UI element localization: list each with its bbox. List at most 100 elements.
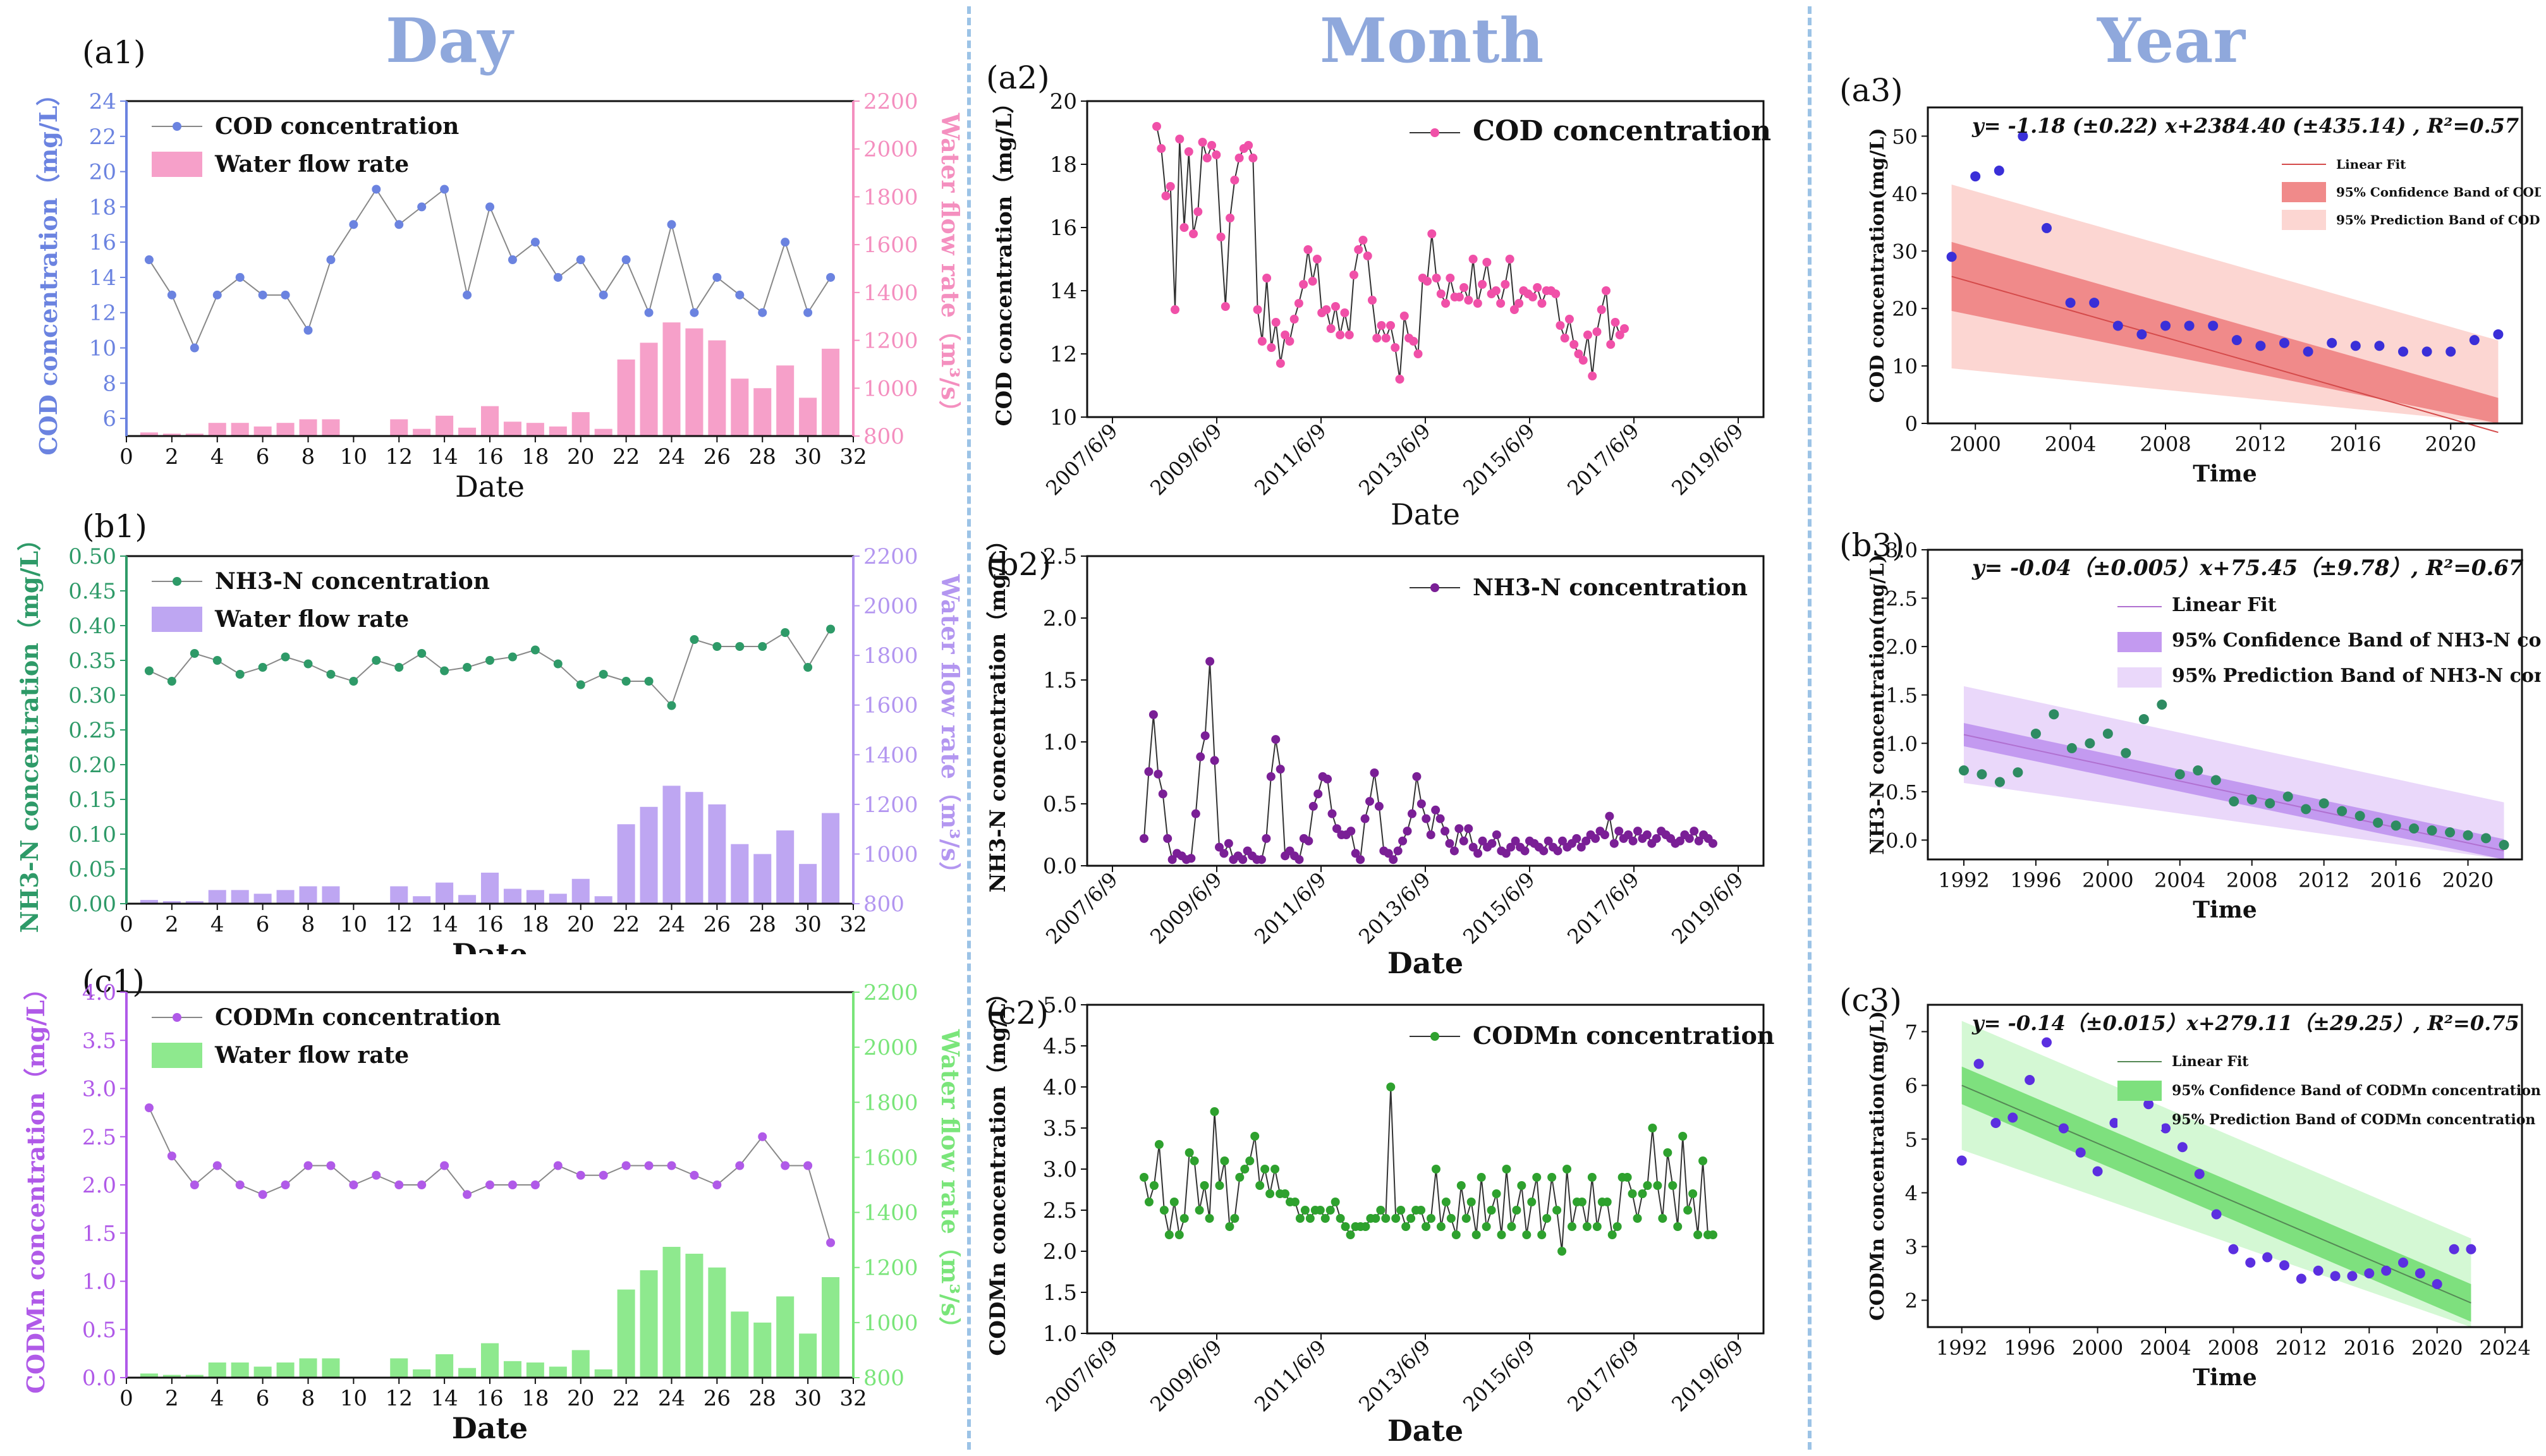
data-point (463, 663, 472, 672)
data-point (1351, 849, 1360, 858)
data-point (1427, 229, 1437, 238)
bar (685, 792, 704, 904)
x-tick-label: 28 (749, 444, 776, 470)
y-tick-label: 2.5 (1043, 1198, 1077, 1223)
data-point (2228, 1244, 2239, 1254)
data-point (1562, 1165, 1572, 1174)
data-point (1449, 846, 1459, 856)
x-tick-label: 2000 (2072, 1336, 2123, 1360)
data-point (781, 628, 790, 637)
x-tick-label: 10 (340, 1386, 367, 1411)
data-point (2255, 341, 2266, 351)
data-point (303, 659, 313, 669)
y-tick-label: 12 (1050, 342, 1077, 367)
x-tick-label: 2016 (2330, 432, 2381, 456)
data-point (1544, 836, 1553, 846)
data-point (1556, 321, 1565, 330)
data-point (2177, 1142, 2188, 1153)
data-point (2415, 1268, 2425, 1278)
y-tick-label: 0.0 (1043, 854, 1077, 879)
x-tick-label: 2007/6/9 (1041, 1335, 1122, 1416)
data-point (1372, 334, 1382, 343)
bar (413, 1369, 431, 1378)
data-point (372, 656, 381, 665)
bar (571, 412, 590, 436)
bar (436, 882, 454, 904)
data-point (1436, 1222, 1446, 1231)
data-point (758, 642, 767, 651)
x-tick-label: 14 (430, 912, 458, 937)
y-tick-label: 16 (89, 230, 116, 255)
data-point (1600, 830, 1609, 839)
data-point (1381, 1214, 1391, 1223)
x-tick-label: 2019/6/9 (1667, 868, 1748, 949)
x-tick-label: 2020 (2442, 868, 2494, 892)
data-point (1398, 836, 1408, 846)
data-point (1466, 1198, 1476, 1206)
data-point (1167, 855, 1177, 864)
data-point (530, 238, 540, 247)
data-point (1454, 293, 1464, 301)
x-tick-label: 26 (704, 912, 731, 937)
data-point (1191, 809, 1200, 818)
data-point (2374, 341, 2385, 351)
x-tick-label: 8 (302, 912, 315, 937)
x-tick-label: 24 (658, 1386, 685, 1411)
data-point (1377, 321, 1386, 330)
data-point (576, 1170, 585, 1180)
data-point (712, 272, 722, 282)
data-point (2282, 791, 2293, 802)
data-point (1396, 1206, 1406, 1215)
legend-swatch (152, 152, 202, 177)
data-point (1611, 318, 1620, 327)
data-point (1572, 834, 1581, 843)
x-tick-label: 2013/6/9 (1354, 868, 1435, 949)
data-point (1393, 846, 1403, 856)
data-point (1257, 855, 1266, 864)
data-point (1514, 299, 1524, 308)
data-point (1257, 337, 1267, 346)
data-point (1184, 147, 1193, 156)
data-point (1196, 752, 1205, 761)
y-axis-title: NH3-N concentration(mg/L) (1867, 554, 1889, 855)
data-point (2193, 765, 2203, 776)
data-point (212, 290, 222, 300)
bar (185, 901, 204, 904)
bar (594, 1369, 612, 1378)
data-point (1360, 814, 1370, 823)
data-point (1690, 827, 1699, 836)
y-tick-label: 6 (1905, 1074, 1918, 1098)
bar (640, 343, 658, 436)
data-point (2121, 748, 2131, 758)
x-tick-label: 2015/6/9 (1458, 1335, 1539, 1416)
data-point (2409, 823, 2420, 834)
data-point (190, 649, 199, 658)
data-point (1346, 827, 1356, 836)
data-point (1374, 801, 1384, 811)
y-tick-label: 24 (89, 89, 116, 114)
data-point (2007, 1112, 2018, 1123)
x-tick-label: 14 (430, 444, 458, 470)
data-point (1358, 236, 1368, 245)
data-point (1506, 842, 1516, 852)
data-point (417, 649, 427, 658)
panel-label: (b1) (82, 508, 147, 545)
data-point (1638, 1189, 1647, 1198)
x-axis-title: Date (1391, 497, 1460, 531)
data-point (1154, 769, 1163, 779)
data-point (1492, 830, 1501, 839)
y-tick-label: 0.0 (1885, 828, 1918, 852)
y-tick-label: 3.0 (82, 1077, 116, 1102)
bar (140, 900, 158, 904)
legend-label: 95% Confidence Band of CODMn concentrati… (2172, 1083, 2541, 1099)
x-tick-label: 12 (386, 1386, 413, 1411)
data-point (1468, 255, 1478, 264)
bar (231, 890, 249, 904)
data-point (1189, 229, 1198, 238)
y-tick-label: 6 (102, 406, 116, 432)
fit-equation: y= -0.14（±0.015）x+279.11（±29.25）, R²=0.7… (1971, 1011, 2519, 1035)
y2-tick-label: 2200 (863, 89, 918, 114)
data-point (1148, 710, 1158, 719)
legend-swatch (2282, 210, 2326, 230)
data-point (1344, 331, 1354, 339)
